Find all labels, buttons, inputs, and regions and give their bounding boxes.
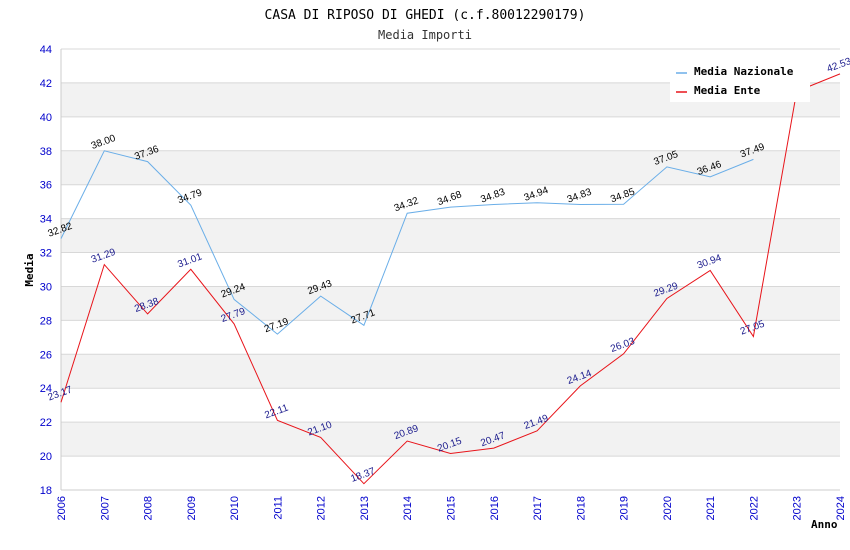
data-label-media-nazionale: 34.83: [566, 187, 594, 206]
x-tick-label: 2021: [705, 496, 717, 520]
gridlines: [61, 48, 840, 491]
y-tick-label: 44: [40, 44, 52, 56]
x-tick-label: 2010: [229, 496, 241, 520]
x-tick-label: 2007: [99, 496, 111, 520]
x-tick-label: 2006: [56, 496, 68, 520]
x-tick-label: 2014: [402, 496, 414, 520]
legend-box: [670, 58, 810, 102]
x-tick-label: 2022: [748, 496, 760, 520]
x-axis-label: Anno: [811, 518, 838, 531]
plot-band: [61, 218, 840, 253]
data-label-media-ente: 18.37: [349, 466, 377, 485]
axes: [60, 49, 840, 491]
x-tick-label: 2018: [575, 496, 587, 520]
data-labels: 32.8238.0037.3634.7929.2427.1929.4327.71…: [47, 56, 850, 485]
data-label-media-ente: 42.53: [826, 56, 850, 75]
x-tick-label: 2009: [186, 496, 198, 520]
legend-label-media-ente: Media Ente: [694, 84, 761, 97]
plot-band: [61, 354, 840, 389]
x-axis-ticks: 2006 2007 2008 2009 2010 2011 2012 2013 2014 2015…: [56, 496, 847, 520]
y-tick-label: 38: [40, 146, 52, 158]
x-tick-label: 2011: [272, 496, 284, 520]
x-tick-label: 2024: [835, 496, 847, 520]
y-tick-label: 36: [40, 180, 52, 192]
data-label-media-nazionale: 34.79: [176, 187, 204, 206]
y-tick-label: 32: [40, 248, 52, 260]
y-tick-label: 22: [40, 417, 52, 429]
x-tick-label: 2020: [662, 496, 674, 520]
y-tick-label: 20: [40, 451, 52, 463]
data-label-media-nazionale: 34.83: [479, 187, 507, 206]
y-tick-label: 26: [40, 349, 52, 361]
chart-subtitle: Media Importi: [378, 28, 472, 42]
series-line-media-nazionale: [60, 150, 754, 335]
y-tick-label: 42: [40, 78, 52, 90]
x-tick-label: 2019: [619, 496, 631, 520]
data-label-media-nazionale: 38.00: [90, 133, 118, 152]
x-tick-label: 2013: [359, 496, 371, 520]
y-tick-label: 34: [40, 214, 52, 226]
chart-title: CASA DI RIPOSO DI GHEDI (c.f.80012290179…: [265, 8, 586, 23]
data-label-media-nazionale: 34.85: [609, 186, 637, 205]
y-tick-label: 24: [40, 383, 52, 395]
data-label-media-ente: 30.94: [696, 253, 724, 272]
y-tick-label: 40: [40, 112, 52, 124]
x-tick-label: 2015: [446, 496, 458, 520]
legend: Media Nazionale Media Ente: [670, 58, 810, 102]
y-axis-label: Media: [23, 253, 36, 286]
x-tick-label: 2017: [532, 496, 544, 520]
x-tick-label: 2023: [792, 496, 804, 520]
plot-band: [61, 422, 840, 457]
series-line-media-ente: [60, 73, 841, 485]
plot-band: [61, 286, 840, 321]
x-tick-label: 2016: [489, 496, 501, 520]
y-axis-ticks: 18 20 22 24 26 28 30 32 34 36 38 40 42 44: [40, 44, 52, 497]
legend-label-media-nazionale: Media Nazionale: [694, 65, 794, 78]
y-tick-label: 28: [40, 315, 52, 327]
x-tick-label: 2008: [143, 496, 155, 520]
plot-background: [61, 82, 840, 457]
y-tick-label: 30: [40, 281, 52, 293]
x-tick-label: 2012: [316, 496, 328, 520]
data-label-media-ente: 26.03: [609, 336, 637, 355]
data-label-media-ente: 31.01: [176, 251, 204, 270]
data-label-media-nazionale: 34.94: [523, 185, 551, 204]
plot-band: [61, 150, 840, 185]
data-label-media-nazionale: 34.68: [436, 189, 464, 208]
series-group: [60, 73, 841, 485]
y-tick-label: 18: [40, 485, 52, 497]
